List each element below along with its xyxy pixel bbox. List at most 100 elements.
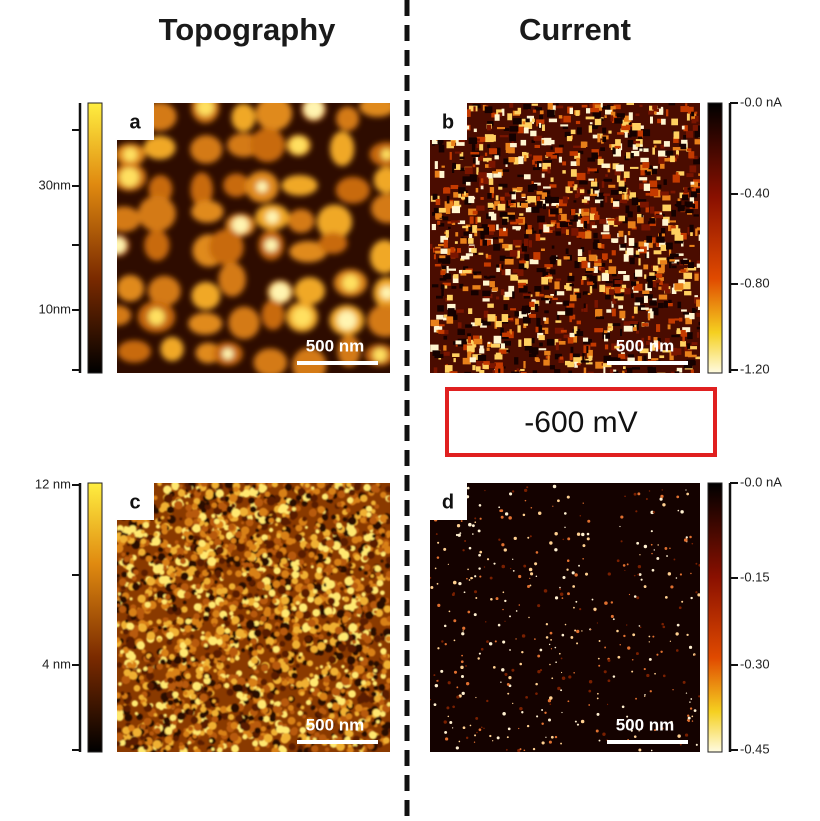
- speck: [354, 484, 361, 491]
- grain: [107, 207, 141, 232]
- speck: [165, 736, 173, 744]
- speck: [487, 304, 493, 308]
- speck: [186, 511, 194, 519]
- speck: [227, 563, 232, 568]
- speck: [343, 517, 347, 521]
- speck: [340, 632, 349, 641]
- speck: [582, 544, 585, 547]
- speck: [487, 558, 489, 560]
- speck: [551, 177, 554, 181]
- speck: [687, 719, 689, 721]
- speck: [692, 119, 697, 124]
- speck: [502, 609, 503, 610]
- speck: [588, 690, 591, 693]
- speck: [537, 201, 543, 208]
- speck: [385, 486, 392, 493]
- speck: [322, 494, 328, 500]
- speck: [568, 371, 572, 378]
- speck: [344, 489, 349, 494]
- speck: [650, 188, 658, 196]
- speck: [608, 659, 611, 662]
- speck: [475, 697, 476, 698]
- speck: [201, 658, 205, 662]
- speck: [175, 567, 178, 570]
- speck: [448, 716, 450, 718]
- speck: [583, 502, 584, 503]
- speck: [570, 295, 577, 301]
- speck: [617, 132, 624, 134]
- speck: [495, 155, 499, 159]
- speck: [366, 687, 370, 691]
- speck: [507, 683, 510, 686]
- speck: [386, 557, 393, 564]
- speck: [326, 580, 335, 589]
- speck: [522, 634, 525, 637]
- speck: [429, 577, 431, 579]
- speck: [533, 252, 540, 260]
- speck: [637, 574, 639, 576]
- speck: [284, 505, 288, 509]
- speck: [186, 646, 190, 650]
- speck: [250, 610, 257, 617]
- grain: [160, 337, 183, 361]
- speck: [124, 556, 130, 562]
- speck: [630, 167, 639, 169]
- speck: [229, 647, 238, 656]
- speck: [348, 623, 357, 632]
- colorbar-tick-label: 30nm: [38, 177, 71, 192]
- speck: [381, 533, 385, 537]
- speck: [129, 560, 134, 565]
- speck: [453, 358, 455, 362]
- speck: [365, 545, 368, 548]
- speck: [554, 548, 557, 551]
- speck: [347, 545, 352, 550]
- speck: [572, 585, 575, 588]
- speck: [278, 721, 283, 726]
- speck: [242, 734, 247, 739]
- speck: [257, 539, 263, 545]
- speck: [196, 546, 203, 553]
- speck: [542, 173, 545, 177]
- speck: [581, 279, 584, 285]
- speck: [479, 576, 481, 578]
- speck: [280, 628, 288, 636]
- speck: [665, 289, 671, 293]
- speck: [240, 723, 247, 730]
- speck: [636, 331, 639, 334]
- speck: [689, 165, 696, 172]
- speck: [313, 579, 317, 583]
- speck: [650, 117, 653, 124]
- colorbar-tick-label: -0.0 nA: [740, 94, 782, 109]
- speck: [281, 677, 285, 681]
- speck: [602, 273, 609, 281]
- speck: [604, 647, 606, 649]
- speck: [121, 572, 127, 578]
- afm-image: [113, 480, 393, 756]
- speck: [549, 541, 552, 544]
- speck: [504, 621, 505, 622]
- speck: [689, 646, 692, 649]
- scale-bar-label: 500 nm: [306, 336, 365, 355]
- speck: [256, 529, 259, 532]
- grain: [117, 340, 151, 362]
- speck: [189, 493, 194, 498]
- speck: [179, 484, 183, 488]
- speck: [231, 678, 237, 684]
- speck: [361, 578, 364, 581]
- speck: [227, 689, 234, 696]
- speck: [693, 214, 698, 216]
- speck: [246, 683, 249, 686]
- speck: [571, 228, 578, 236]
- speck: [485, 621, 486, 622]
- speck: [602, 128, 606, 134]
- speck: [482, 298, 489, 301]
- speck: [628, 140, 633, 147]
- speck: [598, 275, 601, 281]
- speck: [684, 538, 687, 541]
- speck: [115, 561, 119, 565]
- speck: [539, 294, 544, 297]
- speck: [593, 233, 597, 238]
- speck: [685, 103, 687, 106]
- speck: [517, 175, 523, 177]
- speck: [666, 243, 673, 250]
